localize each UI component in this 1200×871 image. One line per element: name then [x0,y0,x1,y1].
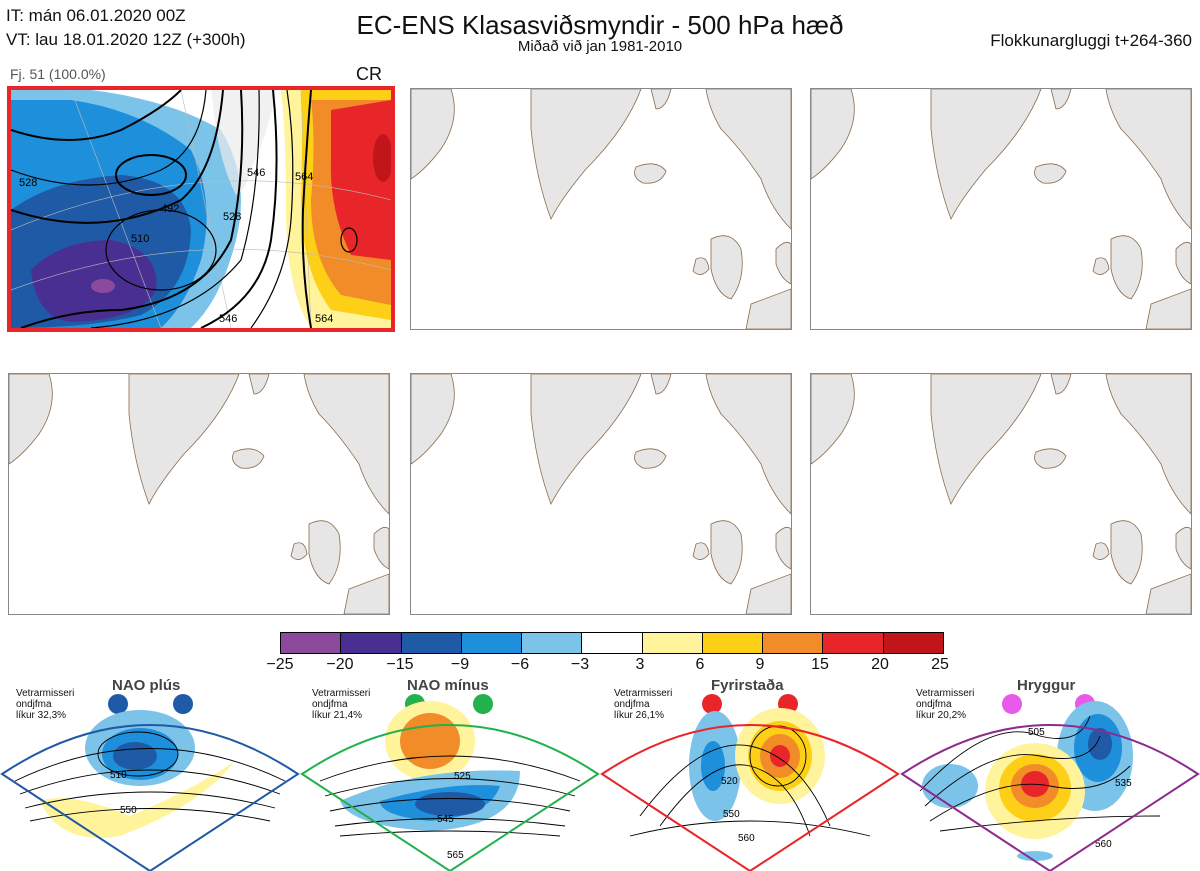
map-panel-4[interactable] [8,373,390,615]
regime-meta: Vetrarmisseri ondjfma líkur 26,1% [614,688,673,721]
contour-label: 528 [223,211,241,223]
regime-nao-minus[interactable]: Vetrarmisseri ondjfma líkur 21,4% NAO mí… [300,676,600,871]
regime-meta: Vetrarmisseri ondjfma líkur 32,3% [16,688,75,721]
colorbar-ticks: −25 −20 −15 −9 −6 −3 3 6 9 15 20 25 [266,656,948,676]
colorbar-tick: −3 [570,656,590,673]
colorbar-tick: 15 [811,656,829,673]
page-subtitle: Miðað við jan 1981-2010 [517,38,683,55]
colorbar-tick: −20 [326,656,354,673]
colorbar-swatch [762,633,823,653]
contour-label: 510 [110,770,127,781]
colorbar-tick: 25 [931,656,949,673]
colorbar-tick: 6 [695,656,705,673]
colorbar-swatch [822,633,883,653]
regime-name: NAO plús [112,677,181,694]
contour-label: 525 [454,771,471,782]
contour-label: 528 [19,177,37,189]
regime-meta: Vetrarmisseri ondjfma líkur 20,2% [916,688,975,721]
contour-label: 560 [738,833,755,844]
regime-name: Hryggur [1017,677,1076,694]
colorbar-swatch [882,633,943,653]
regime-dot [1002,694,1022,714]
regime-blocking[interactable]: Vetrarmisseri ondjfma líkur 26,1% Fyrirs… [600,676,900,871]
colorbar-tick: 20 [871,656,889,673]
colorbar-tick: 9 [755,656,765,673]
contour-label: 545 [437,814,454,825]
map-panel-3[interactable] [810,88,1192,330]
greenland-land [211,90,276,195]
contour-label: 535 [1115,778,1132,789]
contour-label: 550 [120,805,137,816]
map-panel-6[interactable] [810,373,1192,615]
colorbar-tick: −15 [386,656,414,673]
map-panel-5[interactable] [410,373,792,615]
anomaly-neg-15 [31,240,157,322]
colorbar-tick: −9 [450,656,470,673]
colorbar-swatch [521,633,582,653]
regime-name: NAO mínus [407,677,489,694]
regime-dot [108,694,128,714]
contour-label: 546 [219,313,237,325]
regime-dot [173,694,193,714]
map-panel-1[interactable]: 528 510 492 528 546 564 546 564 [7,86,395,332]
contour-label: 492 [161,203,179,215]
regime-ridge[interactable]: Vetrarmisseri ondjfma líkur 20,2% Hryggu… [900,676,1200,871]
contour-label: 510 [131,233,149,245]
page-title: EC-ENS Klasasviðsmyndir - 500 hPa hæð [356,10,844,40]
regime-meta: Vetrarmisseri ondjfma líkur 21,4% [312,688,371,721]
map-panel-2[interactable] [410,88,792,330]
colorbar-swatch [400,633,461,653]
colorbar-tick: 3 [635,656,645,673]
regime-dot [702,694,722,714]
colorbar-swatch [460,633,522,653]
contour-label: 505 [1028,727,1045,738]
colorbar-tick: −6 [510,656,530,673]
colorbar-swatch [281,633,341,653]
regime-code: CR [356,64,382,84]
height-contours [11,90,358,328]
colorbar-tick: −25 [266,656,294,673]
anomaly-neg-20 [91,279,115,293]
contour-label: 564 [295,171,313,183]
regime-name: Fyrirstaða [711,677,784,694]
contour-label: 550 [723,809,740,820]
valid-time: VT: lau 18.01.2020 12Z (+300h) [6,30,246,49]
contour-label: 520 [721,776,738,787]
colorbar [280,632,944,654]
regime-dot [473,694,493,714]
member-label: Fj. 51 (100.0%) [10,66,106,82]
contour-label: 560 [1095,839,1112,850]
regime-nao-plus[interactable]: Vetrarmisseri ondjfma líkur 32,3% NAO pl… [0,676,300,871]
contour-label: 546 [247,167,265,179]
anomaly-pos-20 [373,134,391,182]
colorbar-swatch [641,633,702,653]
initial-time: IT: mán 06.01.2020 00Z [6,6,186,25]
colorbar-swatch [340,633,401,653]
anomaly-pos-15 [330,100,391,260]
colorbar-swatch [701,633,763,653]
colorbar-swatch [581,633,642,653]
contour-label: 565 [447,850,464,861]
contour-label: 564 [315,313,333,325]
classification-window: Flokkunargluggi t+264-360 [990,31,1192,50]
